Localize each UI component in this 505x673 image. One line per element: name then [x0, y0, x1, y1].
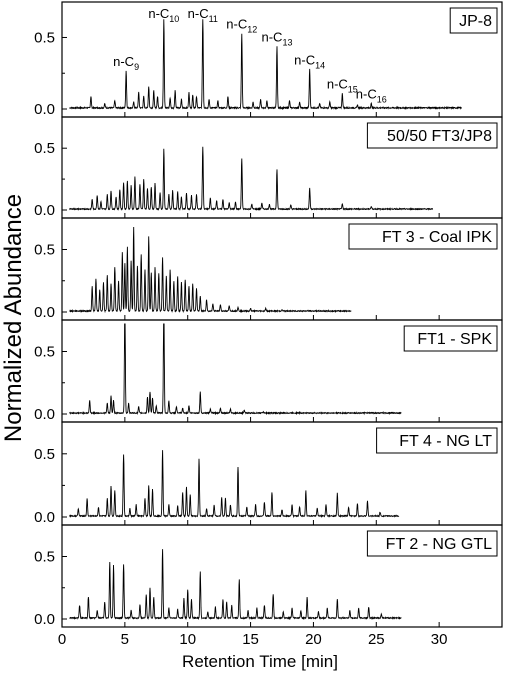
peak-label-base: n-C [294, 52, 315, 67]
peak-label: n-C12 [226, 17, 257, 35]
peak-label: n-C11 [188, 6, 218, 24]
peak-label-base: n-C [261, 29, 282, 44]
panel-label-text: 50/50 FT3/JP8 [387, 128, 492, 145]
peak-label: n-C9 [113, 54, 139, 72]
peak-label: n-C15 [327, 77, 358, 95]
chromatogram-trace [69, 450, 400, 519]
y-tick-label: 0.0 [34, 202, 55, 219]
peak-label: n-C16 [356, 87, 387, 105]
chromatogram-trace [69, 226, 352, 314]
panel-label-text: FT1 - SPK [417, 331, 492, 348]
panel-label-box [366, 122, 498, 149]
x-tick-label: 10 [179, 631, 196, 648]
panel-label-box [366, 530, 498, 557]
panel-label-text: JP-8 [459, 13, 492, 30]
panel-label-text: FT 4 - NG LT [399, 433, 492, 450]
y-tick-label: 0.5 [34, 344, 55, 361]
x-tick-label: 20 [305, 631, 322, 648]
panel-frame [61, 524, 503, 628]
panels-layer: 0.00.5JP-8n-C9n-C10 n-C11 n-C12 n-C13n-C14n… [34, 1, 503, 628]
panel-label: FT1 - SPK [403, 325, 498, 352]
x-axis-title: Retention Time [min] [182, 652, 338, 671]
peak-label-sub: 16 [377, 95, 387, 105]
panel-label: 50/50 FT3/JP8 [366, 122, 498, 149]
peak-label-base: n-C [356, 87, 377, 102]
y-tick-label: 0.0 [34, 509, 55, 526]
x-tick-label: 5 [121, 631, 129, 648]
peak-label: n-C14 [294, 52, 325, 70]
chromatogram-trace [69, 549, 402, 621]
peak-label-sub: 11 [209, 14, 218, 24]
x-axis: 0 5 10 15 20 25 30 [58, 631, 448, 648]
x-tick-label: 0 [58, 631, 66, 648]
panel-label-text: FT 2 - NG GTL [386, 536, 492, 553]
panel-2: 0.0 0.5 50/50 FT3/JP8 [34, 116, 503, 219]
peak-label: n-C10 [148, 6, 179, 24]
panel-5: 0.0 0.5 FT 4 - NG LT [34, 421, 503, 526]
peak-label-sub: 14 [315, 60, 325, 70]
y-tick-label: 0.0 [34, 611, 55, 628]
y-tick-label: 0.5 [34, 242, 55, 259]
peak-label-base: n-C [148, 6, 169, 21]
panel-1: 0.00.5JP-8n-C9n-C10 n-C11 n-C12 n-C13n-C14n… [34, 1, 503, 118]
y-tick-label: 0.0 [34, 304, 55, 321]
y-axis-title: Normalized Abundance [0, 194, 27, 442]
y-tick-label: 0.5 [34, 29, 55, 46]
y-tick-label: 0.0 [34, 101, 55, 118]
peak-label-sub: 10 [169, 14, 179, 24]
x-tick-label: 15 [242, 631, 259, 648]
panel-label: FT 3 - Coal IPK [348, 223, 498, 250]
panel-label: FT 4 - NG LT [376, 427, 498, 454]
peak-label-sub: 9 [134, 62, 139, 72]
peak-label-base: n-C [188, 6, 209, 21]
chromatogram-trace [69, 146, 434, 212]
panel-label-text: FT 3 - Coal IPK [382, 229, 492, 246]
y-tick-label: 0.0 [34, 406, 55, 423]
x-tick-label: 25 [368, 631, 385, 648]
chromatogram-trace [69, 323, 402, 416]
panel-label-box [348, 223, 498, 250]
panel-label: FT 2 - NG GTL [366, 530, 498, 557]
peak-label-base: n-C [113, 54, 134, 69]
x-tick-label: 30 [431, 631, 448, 648]
peak-label-sub: 13 [282, 37, 292, 47]
peak-label: n-C13 [261, 29, 292, 47]
peak-label-base: n-C [226, 17, 247, 32]
panel-label-box [403, 325, 498, 352]
peak-label-sub: 15 [348, 85, 358, 95]
y-tick-label: 0.5 [34, 446, 55, 463]
panel-label-box [376, 427, 498, 454]
panel-6: 0.0 0.5 FT 2 - NG GTL [34, 524, 503, 628]
peak-label-sub: 12 [247, 25, 257, 35]
panel-4: 0.0 0.5 FT1 - SPK [34, 319, 503, 423]
panel-label-box [449, 7, 498, 34]
y-tick-label: 0.5 [34, 140, 55, 157]
panel-label: JP-8 [449, 7, 498, 34]
peak-label-base: n-C [327, 77, 348, 92]
chromatogram-trace [69, 19, 462, 111]
panel-3: 0.0 0.5 FT 3 - Coal IPK [34, 217, 503, 321]
y-tick-label: 0.5 [34, 549, 55, 566]
